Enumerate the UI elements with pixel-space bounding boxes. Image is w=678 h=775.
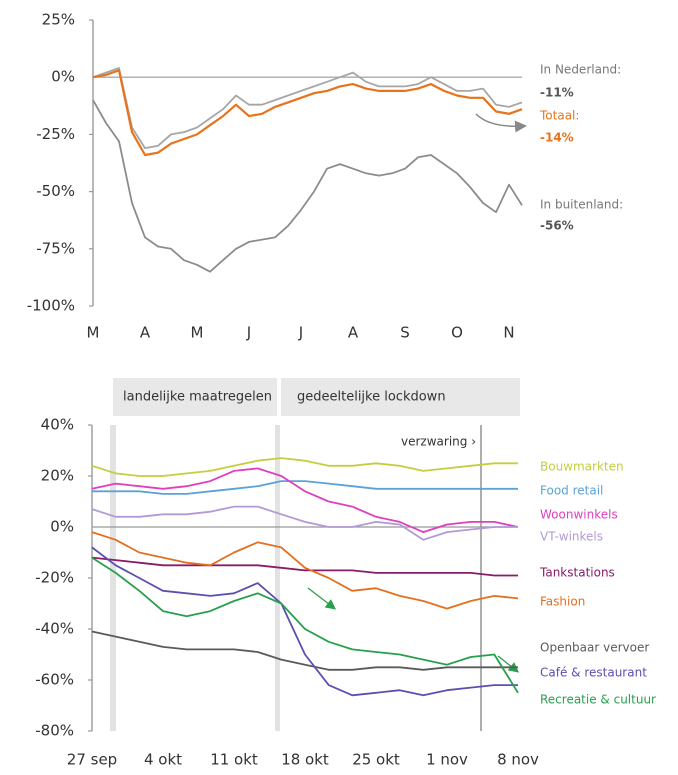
legend-label: Bouwmarkten bbox=[540, 460, 624, 474]
band-label: gedeeltelijke lockdown bbox=[297, 390, 446, 405]
legend-label: Openbaar vervoer bbox=[540, 641, 649, 655]
x-tick-label: A bbox=[348, 324, 359, 342]
end-value-label: -11% bbox=[540, 86, 574, 100]
band-label: landelijke maatregelen bbox=[123, 390, 272, 405]
x-tick-label: 1 nov bbox=[426, 751, 468, 769]
x-tick-label: J bbox=[298, 324, 303, 342]
legend-label: Tankstations bbox=[539, 566, 615, 580]
y-tick-label: 40% bbox=[41, 416, 74, 434]
y-tick-label: 0% bbox=[50, 518, 74, 536]
series-line bbox=[91, 546, 518, 697]
annotation: verzwaring › bbox=[401, 435, 476, 449]
y-tick-label: 20% bbox=[41, 467, 74, 485]
x-tick-label: M bbox=[87, 324, 100, 342]
x-tick-label: 4 okt bbox=[144, 751, 182, 769]
legend-label: Recreatie & cultuur bbox=[540, 693, 656, 707]
series-line bbox=[92, 69, 523, 157]
x-tick-label: 27 sep bbox=[67, 751, 117, 769]
x-tick-label: 11 okt bbox=[210, 751, 258, 769]
legend-label: Fashion bbox=[540, 595, 585, 609]
y-tick-label: -25% bbox=[36, 125, 75, 143]
series-line bbox=[91, 505, 518, 541]
end-value-label: -56% bbox=[540, 219, 574, 233]
legend-label: Totaal: bbox=[539, 109, 579, 123]
y-tick-label: -50% bbox=[36, 182, 75, 200]
x-tick-label: A bbox=[140, 324, 151, 342]
period-band bbox=[110, 425, 116, 731]
y-tick-label: -40% bbox=[35, 620, 74, 638]
end-value-label: -14% bbox=[540, 131, 574, 145]
series-line bbox=[91, 556, 518, 577]
series-line bbox=[92, 480, 518, 495]
legend-label: VT-winkels bbox=[540, 530, 603, 544]
x-tick-label: 25 okt bbox=[352, 751, 400, 769]
arrow bbox=[475, 113, 527, 133]
series-line bbox=[91, 467, 519, 533]
legend-label: In buitenland: bbox=[540, 198, 623, 212]
x-tick-label: N bbox=[503, 324, 514, 342]
y-tick-label: -20% bbox=[35, 569, 74, 587]
series-line bbox=[91, 556, 519, 694]
series-line bbox=[91, 531, 519, 610]
series-line bbox=[92, 99, 523, 273]
y-tick-label: -80% bbox=[35, 722, 74, 740]
x-tick-label: J bbox=[246, 324, 251, 342]
arrow bbox=[307, 587, 337, 610]
legend-label: Woonwinkels bbox=[540, 508, 618, 522]
period-band bbox=[275, 425, 280, 731]
series-line bbox=[91, 457, 518, 477]
y-tick-label: -100% bbox=[27, 297, 75, 315]
band-box bbox=[113, 378, 277, 416]
legend-label: Café & restaurant bbox=[540, 666, 647, 680]
y-tick-label: 0% bbox=[51, 68, 75, 86]
legend-label: Food retail bbox=[540, 484, 603, 498]
y-tick-label: -75% bbox=[36, 239, 75, 257]
band-box bbox=[281, 378, 520, 416]
series-line bbox=[91, 630, 518, 671]
x-tick-label: S bbox=[400, 324, 410, 342]
x-tick-label: O bbox=[451, 324, 463, 342]
x-tick-label: M bbox=[191, 324, 204, 342]
legend-label: In Nederland: bbox=[540, 63, 621, 77]
y-tick-label: 25% bbox=[42, 11, 75, 29]
x-tick-label: 8 nov bbox=[497, 751, 539, 769]
series-line bbox=[92, 67, 523, 149]
x-tick-label: 18 okt bbox=[281, 751, 329, 769]
y-tick-label: -60% bbox=[35, 671, 74, 689]
arrow bbox=[497, 655, 520, 673]
